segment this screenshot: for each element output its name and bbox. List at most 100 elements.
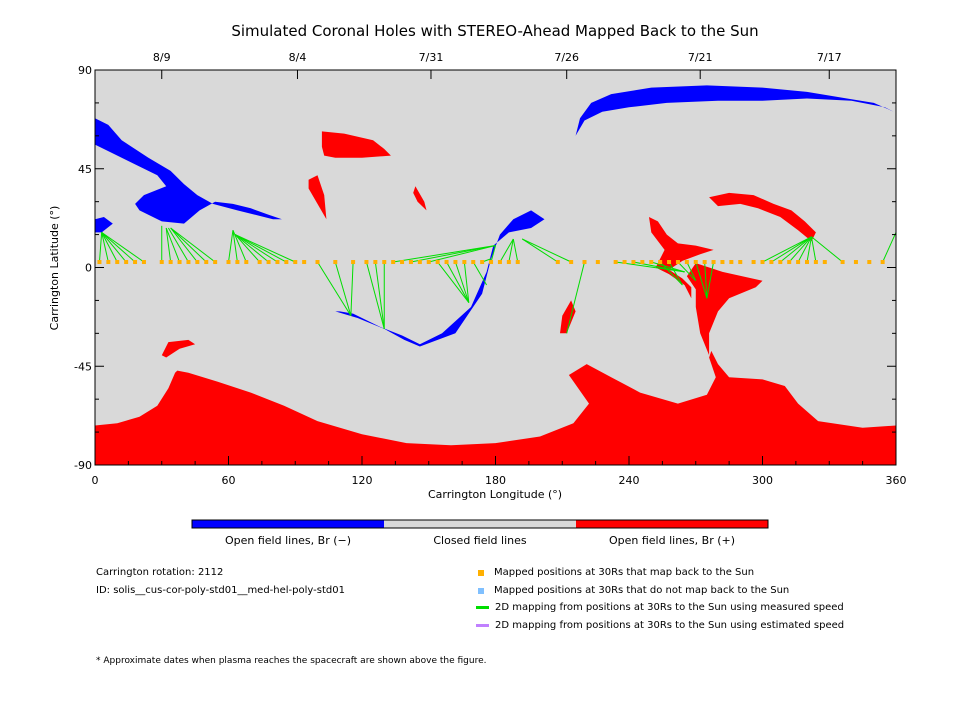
mapped-position-points: [97, 260, 885, 265]
mapped-point-30: [408, 260, 413, 265]
mapped-point-60: [729, 260, 734, 265]
mapped-point-49: [631, 260, 636, 265]
mapped-point-2: [115, 260, 120, 265]
mapped-point-22: [315, 260, 320, 265]
mapping-line-16: [234, 234, 261, 263]
mapped-point-27: [382, 260, 387, 265]
mapping-line-57: [797, 236, 812, 263]
mapped-point-44: [569, 260, 574, 265]
mapped-point-53: [667, 260, 672, 265]
mapping-line-41: [521, 238, 572, 263]
mapped-point-16: [257, 260, 262, 265]
mapping-line-15: [232, 230, 247, 263]
mapping-line-39: [512, 238, 519, 263]
mapping-line-4: [101, 232, 136, 263]
mapped-point-73: [867, 260, 872, 265]
mapped-point-24: [351, 260, 356, 265]
mapping-line-54: [771, 236, 812, 263]
mapping-line-53: [762, 236, 812, 263]
y-tick-label-2: 0: [85, 262, 92, 275]
legend-estimated-line: [476, 624, 489, 627]
mapped-point-64: [769, 260, 774, 265]
mapped-point-72: [853, 260, 858, 265]
mapped-point-52: [658, 260, 663, 265]
mapping-line-10: [170, 227, 198, 263]
chart-title: Simulated Coronal Holes with STEREO-Ahea…: [231, 22, 758, 40]
mapping-line-43: [615, 261, 685, 273]
mapped-point-14: [235, 260, 240, 265]
mapped-point-13: [226, 260, 231, 265]
legend-unmapped-marker: [478, 587, 484, 594]
mapping-line-0: [98, 232, 103, 263]
colorbar-frame: [191, 519, 769, 529]
mapping-line-45: [651, 261, 685, 273]
mapped-point-48: [622, 260, 627, 265]
colorbar-label-closed: Closed field lines: [433, 534, 527, 547]
positive-coronal-hole-1: [161, 339, 196, 358]
mapping-line-40: [521, 238, 559, 263]
mapped-point-3: [124, 260, 129, 265]
mapping-line-37: [499, 238, 514, 263]
mapping-line-52: [706, 261, 715, 299]
negative-coronal-hole-12: [335, 210, 545, 347]
mapped-point-15: [244, 260, 249, 265]
x-axis-label: Carrington Longitude (°): [428, 488, 562, 501]
mapped-point-57: [702, 260, 707, 265]
negative-coronal-hole-9: [575, 85, 894, 136]
mapping-line-25: [374, 261, 385, 330]
mapped-point-9: [186, 260, 191, 265]
mapping-line-23: [350, 261, 354, 316]
mapped-point-66: [787, 260, 792, 265]
x-tick-label-6: 360: [886, 474, 907, 487]
mapped-point-32: [426, 260, 431, 265]
positive-coronal-hole-0: [95, 350, 896, 465]
mapping-line-32: [454, 261, 470, 303]
mapping-line-5: [101, 231, 145, 263]
mapped-point-42: [515, 260, 520, 265]
mapped-point-4: [133, 260, 138, 265]
mapped-point-18: [275, 260, 280, 265]
mapping-line-14: [232, 230, 238, 263]
mapping-line-1: [101, 232, 109, 263]
polarity-colorbar: [191, 519, 769, 529]
y-tick-label-3: 45: [78, 163, 92, 176]
mapping-line-7: [165, 227, 172, 263]
mapped-point-45: [582, 260, 587, 265]
mapped-point-62: [751, 260, 756, 265]
y-tick-label-0: -90: [74, 459, 92, 472]
mapped-point-5: [141, 260, 146, 265]
x-tick-label-2: 120: [352, 474, 373, 487]
mapped-point-38: [480, 260, 485, 265]
mapped-point-63: [760, 260, 765, 265]
top-date-label-5: 7/17: [817, 51, 842, 64]
legend-estimated: 2D mapping from positions at 30Rs to the…: [476, 620, 844, 631]
mapped-point-43: [555, 260, 560, 265]
mapped-point-40: [497, 260, 502, 265]
mapping-line-61: [882, 232, 897, 263]
mapping-line-51: [704, 261, 708, 299]
mapped-point-69: [813, 260, 818, 265]
mapping-line-60: [811, 236, 843, 263]
mapped-point-17: [266, 260, 271, 265]
mapped-point-20: [293, 260, 298, 265]
mapping-line-2: [101, 232, 118, 263]
mapped-point-37: [471, 260, 476, 265]
top-date-label-2: 7/31: [419, 51, 444, 64]
mapped-point-7: [168, 260, 173, 265]
legend-unmapped: Mapped positions at 30Rs that do not map…: [478, 585, 789, 596]
mapping-line-46: [659, 261, 683, 286]
mapping-line-31: [446, 261, 470, 303]
positive-coronal-hole-6: [649, 217, 714, 299]
positive-coronal-hole-3: [308, 175, 327, 220]
mapping-line-48: [677, 261, 697, 282]
mapping-line-56: [788, 236, 812, 263]
mapping-line-9: [167, 227, 189, 263]
mapping-line-27: [393, 245, 496, 263]
mapping-line-47: [668, 261, 683, 286]
mapped-point-11: [204, 260, 209, 265]
mapped-point-47: [613, 260, 618, 265]
positive-coronal-hole-2: [321, 131, 391, 158]
mapped-point-19: [284, 260, 289, 265]
mapped-point-31: [417, 260, 422, 265]
